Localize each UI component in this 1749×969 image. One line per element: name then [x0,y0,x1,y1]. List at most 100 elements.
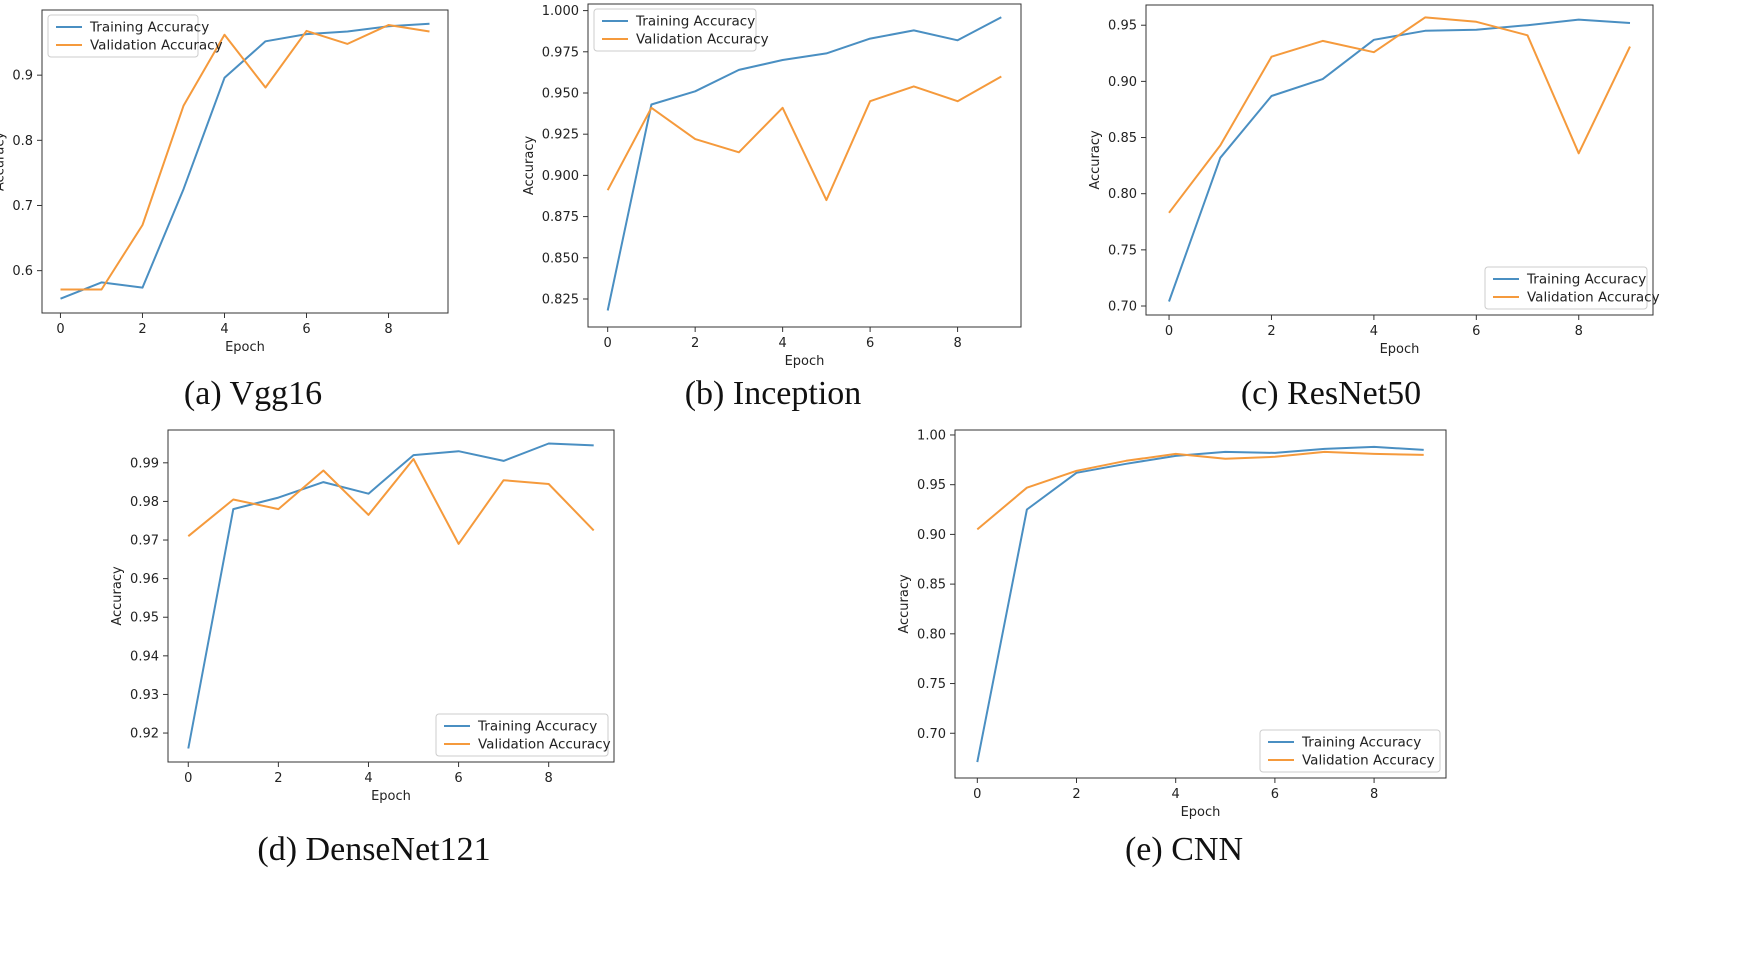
x-tick-label: 2 [274,771,282,786]
y-tick-label: 1.00 [917,428,946,443]
legend-label-training: Training Accuracy [89,20,209,36]
x-tick-label: 8 [953,336,961,351]
x-tick-label: 4 [1370,324,1378,339]
y-tick-label: 0.96 [130,572,159,587]
x-tick-label: 6 [1271,787,1279,802]
y-axis-label: Accuracy [110,566,125,626]
x-tick-label: 8 [1575,324,1583,339]
y-tick-label: 0.85 [1108,131,1137,146]
legend-label-training: Training Accuracy [1301,735,1421,751]
plot-frame [954,429,1447,779]
series-line-validation [1168,16,1631,214]
x-tick-label: 6 [302,322,310,337]
legend-label-validation: Validation Accuracy [90,38,223,54]
x-tick-label: 6 [866,336,874,351]
x-tick-label: 0 [56,322,64,337]
caption-cnn: (e) CNN [1124,831,1244,868]
legend-label-validation: Validation Accuracy [478,737,611,753]
caption-vgg16: (a) Vgg16 [183,375,323,412]
caption-resnet50: (c) ResNet50 [1240,375,1422,412]
series-line-training [60,22,430,300]
y-tick-label: 0.825 [542,292,579,307]
series-line-validation [60,24,430,291]
legend-label-validation: Validation Accuracy [1302,753,1435,769]
x-tick-label: 8 [384,322,392,337]
legend-label-training: Training Accuracy [635,14,755,30]
x-tick-label: 2 [1072,787,1080,802]
y-tick-label: 0.98 [130,495,159,510]
y-tick-label: 0.70 [917,727,946,742]
legend-box [435,713,609,757]
legend-box [1259,729,1441,773]
x-axis-label: Epoch [785,354,825,369]
y-axis-label: Accuracy [1088,130,1103,190]
x-tick-label: 0 [184,771,192,786]
plot-frame [1145,4,1654,316]
y-tick-label: 0.850 [542,251,579,266]
series-line-training [187,442,594,749]
legend: Training Accuracy Validation Accuracy [435,713,611,757]
series-line-validation [606,75,1002,202]
y-tick-label: 0.80 [917,627,946,642]
x-tick-label: 0 [1165,324,1173,339]
y-tick-label: 0.93 [130,688,159,703]
y-tick-label: 0.6 [12,264,33,279]
y-axis-label: Accuracy [522,136,537,196]
y-tick-label: 0.80 [1108,187,1137,202]
chart-svg-vgg16: 0 2 4 6 8 0.6 0.7 0.8 0.9 Epoch Accuracy Training A… [0,9,449,355]
x-tick-label: 6 [1472,324,1480,339]
x-axis-label: Epoch [225,340,265,355]
x-tick-label: 0 [604,336,612,351]
series-line-training [606,16,1002,311]
x-tick-label: 6 [454,771,462,786]
y-tick-label: 0.90 [1108,75,1137,90]
plot-frame [41,9,449,314]
y-tick-label: 0.99 [130,456,159,471]
y-tick-label: 0.8 [12,134,33,149]
y-tick-label: 1.000 [542,4,579,19]
y-axis-label: Accuracy [0,132,7,192]
x-tick-label: 8 [545,771,553,786]
series-line-validation [976,450,1424,531]
y-tick-label: 0.97 [130,534,159,549]
chart-svg-cnn: 0 2 4 6 8 0.70 0.75 0.80 0.85 0.90 0.95 1.00 Epoch Ac… [897,428,1447,820]
y-tick-label: 0.925 [542,128,579,143]
chart-svg-densenet121: 0 2 4 6 8 0.92 0.93 0.94 0.95 0.96 0.97 0.98 0.99 Epo… [110,429,615,804]
y-tick-label: 0.875 [542,210,579,225]
x-tick-label: 2 [138,322,146,337]
y-tick-label: 0.90 [917,528,946,543]
legend-box [593,8,757,52]
x-tick-label: 4 [778,336,786,351]
legend-box [47,14,199,58]
x-axis-label: Epoch [1380,342,1420,357]
caption-inception: (b) Inception [684,375,862,412]
y-axis-label: Accuracy [897,574,912,634]
legend-label-training: Training Accuracy [477,719,597,735]
y-tick-label: 0.92 [130,727,159,742]
x-axis-label: Epoch [1181,805,1221,820]
y-tick-label: 0.95 [917,478,946,493]
x-axis-label: Epoch [371,789,411,804]
y-tick-label: 0.75 [1108,243,1137,258]
legend-label-training: Training Accuracy [1526,272,1646,288]
y-tick-label: 0.85 [917,578,946,593]
y-tick-label: 0.95 [1108,19,1137,34]
x-tick-label: 8 [1370,787,1378,802]
legend-label-validation: Validation Accuracy [636,32,769,48]
legend-label-validation: Validation Accuracy [1527,290,1660,306]
y-tick-label: 0.94 [130,649,159,664]
legend: Training Accuracy Validation Accuracy [593,8,769,52]
plot-frame [587,3,1022,328]
x-tick-label: 4 [364,771,372,786]
chart-svg-inception: 0 2 4 6 8 0.825 0.850 0.875 0.900 0.925 0.950 0.975… [522,3,1022,369]
x-tick-label: 0 [973,787,981,802]
y-tick-label: 0.7 [12,199,33,214]
y-tick-label: 0.9 [12,69,33,84]
x-tick-label: 2 [1267,324,1275,339]
y-tick-label: 0.975 [542,45,579,60]
caption-densenet121: (d) DenseNet121 [257,831,491,868]
legend: Training Accuracy Validation Accuracy [1484,266,1660,310]
y-tick-label: 0.900 [542,169,579,184]
legend-box [1484,266,1648,310]
x-tick-label: 2 [691,336,699,351]
